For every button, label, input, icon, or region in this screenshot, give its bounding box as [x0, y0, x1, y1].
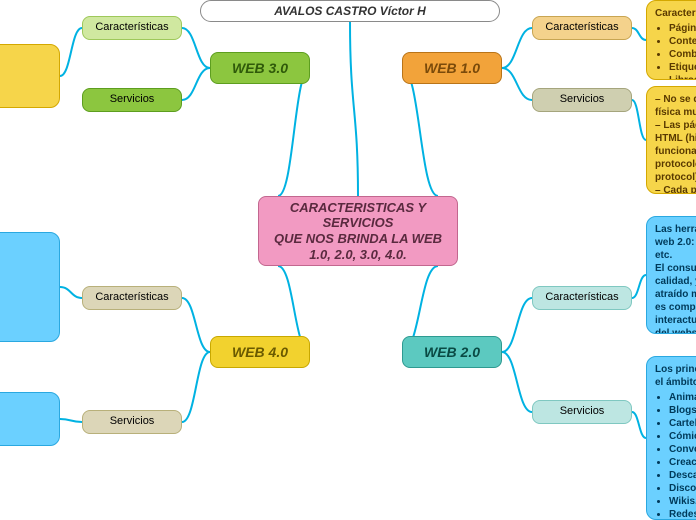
child-w20c: Características [532, 286, 632, 310]
edge [632, 412, 646, 438]
panel-p-w10s: – No se debe cfísica mundial sob– Las pá… [646, 86, 696, 194]
edge [278, 68, 310, 196]
edge [632, 28, 646, 40]
panel-p-w40s: M2M o [0, 392, 60, 446]
author-node: AVALOS CASTRO Víctor H [200, 0, 500, 22]
child-w20s: Servicios [532, 400, 632, 424]
child-w10c: Características [532, 16, 632, 40]
edge [632, 100, 646, 140]
panel-p-w30c: se puedenne. [0, 44, 60, 108]
branch-web40: WEB 4.0 [210, 336, 310, 368]
child-w40s: Servicios [82, 410, 182, 434]
edge [60, 419, 82, 422]
mindmap-canvas: { "background": "#ffffff", "edge_color":… [0, 0, 696, 520]
branch-web20: WEB 2.0 [402, 336, 502, 368]
child-w40c: Características [82, 286, 182, 310]
child-w30c: Características [82, 16, 182, 40]
branch-web30: WEB 3.0 [210, 52, 310, 84]
panel-p-w20s: Los principalesel ámbito educaAnimacionB… [646, 356, 696, 520]
edge [402, 68, 438, 196]
edge [502, 68, 532, 100]
center-node: CARACTERISTICAS Y SERVICIOS QUE NOS BRIN… [258, 196, 458, 266]
edge [182, 28, 210, 68]
panel-p-w20c: Las herranweb 2.0:etc.El consuncalidad, … [646, 216, 696, 334]
edge [502, 352, 532, 412]
edge [632, 275, 646, 298]
edge [182, 352, 210, 422]
edge [60, 287, 82, 298]
panel-p-w10c: CaracterísticasPáginaContenCombirEtiquet… [646, 0, 696, 80]
child-w30s: Servicios [82, 88, 182, 112]
branch-web10: WEB 1.0 [402, 52, 502, 84]
edge [502, 28, 532, 68]
edge [60, 28, 82, 76]
edge [182, 68, 210, 100]
child-w10s: Servicios [532, 88, 632, 112]
panel-p-w40c: líneaoeuy alta [0, 232, 60, 342]
edge [350, 22, 358, 196]
edge [502, 298, 532, 352]
edge [182, 298, 210, 352]
